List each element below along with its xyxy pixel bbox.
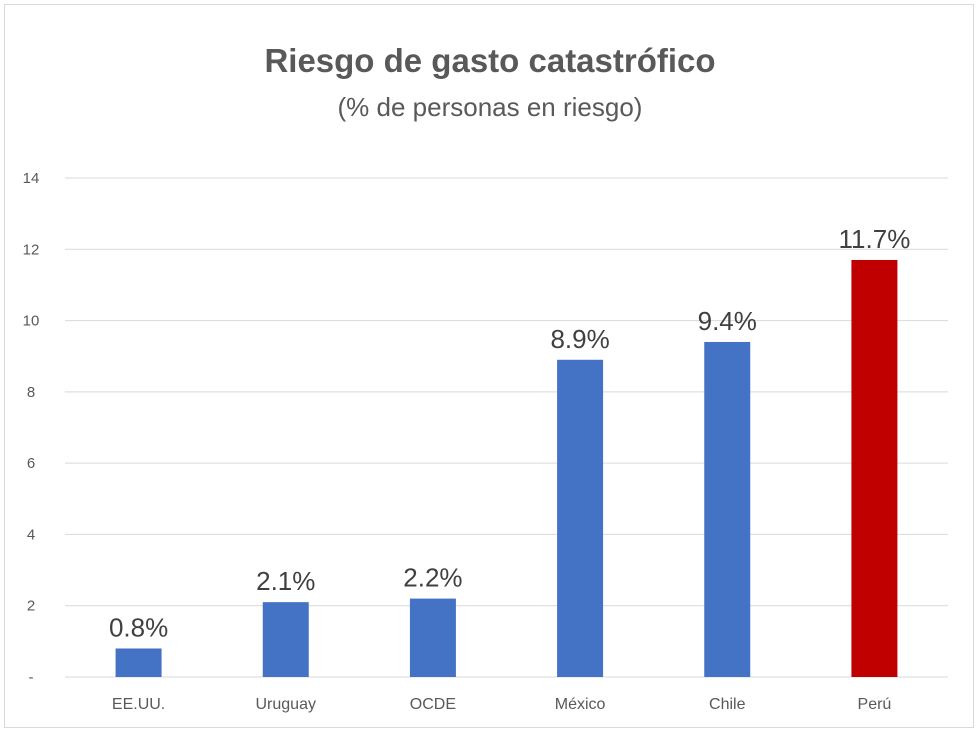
data-label: 8.9% (550, 324, 609, 354)
x-tick-label: México (555, 696, 606, 713)
y-tick-label: 12 (23, 241, 40, 258)
y-tick-label: 4 (27, 526, 35, 543)
y-tick-label: 8 (27, 384, 35, 401)
data-label: 11.7% (839, 224, 911, 254)
data-label: 2.2% (403, 563, 462, 593)
y-tick-label: 10 (23, 313, 40, 330)
y-tick-label: - (29, 669, 34, 686)
y-tick-label: 2 (27, 598, 35, 615)
y-tick-label: 14 (23, 170, 40, 187)
bar-chile (704, 341, 751, 677)
y-tick-label: 6 (27, 455, 35, 472)
chart-subtitle: (% de personas en riesgo) (337, 92, 643, 122)
chart-frame (4, 4, 974, 728)
chart-title: Riesgo de gasto catastrófico (264, 42, 716, 79)
data-label: 9.4% (698, 306, 757, 336)
x-tick-label: Chile (709, 696, 746, 713)
x-tick-label: EE.UU. (112, 696, 165, 713)
bar-mxico (557, 359, 604, 677)
bar-eeuu (115, 648, 162, 677)
bar-per (851, 259, 898, 677)
bar-ocde (409, 598, 456, 677)
data-label: 0.8% (109, 612, 168, 642)
x-tick-label: OCDE (410, 696, 456, 713)
x-tick-label: Uruguay (256, 696, 316, 713)
x-tick-label: Perú (858, 696, 892, 713)
bar-uruguay (262, 602, 309, 677)
data-label: 2.1% (256, 566, 315, 596)
